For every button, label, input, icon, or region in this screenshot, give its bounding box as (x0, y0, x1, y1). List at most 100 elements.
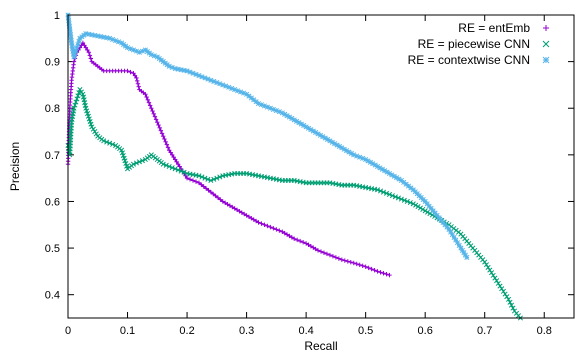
data-point (208, 177, 214, 184)
data-point (274, 227, 279, 232)
data-point (262, 222, 267, 227)
tick-marks: 0 0.1 0.2 0.3 0.4 0.5 0.6 0.7 0.8 0.4 0.5 0.6 0.7 0.8… (45, 10, 574, 337)
data-point (213, 193, 218, 199)
data-point (152, 114, 158, 119)
data-point (201, 184, 206, 189)
data-point (483, 262, 489, 268)
data-point (332, 141, 338, 147)
data-point (227, 203, 233, 208)
x-tick-label: 0.2 (179, 325, 194, 337)
data-point (80, 40, 86, 46)
x-tick-label: 0.8 (537, 325, 552, 337)
legend-label-2: RE = contextwise CNN (408, 53, 530, 67)
data-point (377, 165, 383, 171)
data-point (348, 259, 353, 265)
data-point (78, 89, 84, 95)
series-line-0 (67, 41, 390, 276)
data-point (131, 71, 136, 76)
data-point (134, 75, 139, 81)
data-point (167, 147, 172, 153)
x-axis-label: Recall (304, 339, 337, 353)
data-point (163, 139, 168, 144)
data-point (284, 232, 290, 237)
data-point (345, 259, 350, 264)
data-point (464, 254, 470, 260)
data-point (169, 152, 175, 158)
data-point (230, 204, 235, 210)
data-point (384, 271, 389, 277)
data-point (184, 175, 190, 181)
data-point (510, 305, 516, 311)
data-point (130, 161, 137, 167)
data-point (310, 128, 316, 134)
data-point (271, 226, 276, 231)
data-point (311, 245, 316, 250)
data-point (82, 43, 87, 48)
data-point (292, 236, 297, 241)
data-point (374, 187, 381, 193)
data-point (303, 241, 309, 246)
legend-label-0: RE = entEmb (458, 21, 530, 35)
data-point (377, 188, 384, 194)
data-point (398, 196, 404, 202)
data-point (159, 131, 165, 136)
plot-frame (67, 14, 575, 319)
data-point (215, 195, 221, 200)
data-point (499, 286, 505, 292)
data-point (306, 242, 311, 248)
data-point (482, 259, 488, 265)
data-point (110, 141, 116, 147)
series-2 (65, 12, 470, 260)
legend: RE = entEmb RE = piecewise CNN RE = contex… (408, 21, 550, 67)
data-point (214, 175, 220, 181)
series-layer (65, 12, 523, 321)
data-point (93, 131, 99, 137)
data-point (196, 180, 202, 186)
data-point (218, 197, 223, 202)
data-point (104, 139, 110, 145)
data-point (145, 97, 150, 103)
data-point (199, 174, 205, 180)
data-point (497, 283, 503, 289)
data-point (77, 87, 83, 93)
data-point (485, 264, 491, 270)
data-point (300, 240, 306, 245)
data-point (139, 158, 145, 164)
data-point (135, 81, 141, 86)
data-point (146, 100, 152, 105)
data-point (327, 252, 333, 258)
data-point (205, 176, 211, 182)
data-point (410, 201, 416, 207)
y-tick-label: 1 (54, 10, 60, 22)
data-point (253, 218, 259, 224)
data-point (381, 271, 386, 276)
data-point (74, 96, 80, 102)
data-point (232, 206, 237, 211)
x-tick-label: 0.7 (477, 325, 492, 337)
data-point (277, 228, 282, 233)
data-point (268, 224, 273, 230)
data-point (172, 166, 178, 172)
legend-label-1: RE = piecewise CNN (418, 37, 530, 51)
data-point (401, 197, 407, 203)
data-point (297, 238, 303, 244)
data-point (153, 117, 159, 122)
data-point (387, 272, 392, 278)
data-point (242, 211, 247, 217)
data-point (378, 270, 383, 275)
series-1 (65, 87, 523, 321)
x-tick-label: 0 (65, 325, 71, 337)
data-point (187, 177, 193, 182)
data-point (375, 269, 380, 274)
data-point (75, 93, 81, 99)
data-point (71, 59, 77, 64)
data-point (206, 188, 211, 193)
data-point (360, 263, 365, 268)
data-point (157, 125, 162, 131)
data-point (324, 251, 330, 257)
data-point (92, 128, 98, 135)
data-point (178, 168, 184, 174)
data-point (333, 255, 339, 260)
data-point (315, 248, 321, 253)
data-point (507, 299, 513, 305)
